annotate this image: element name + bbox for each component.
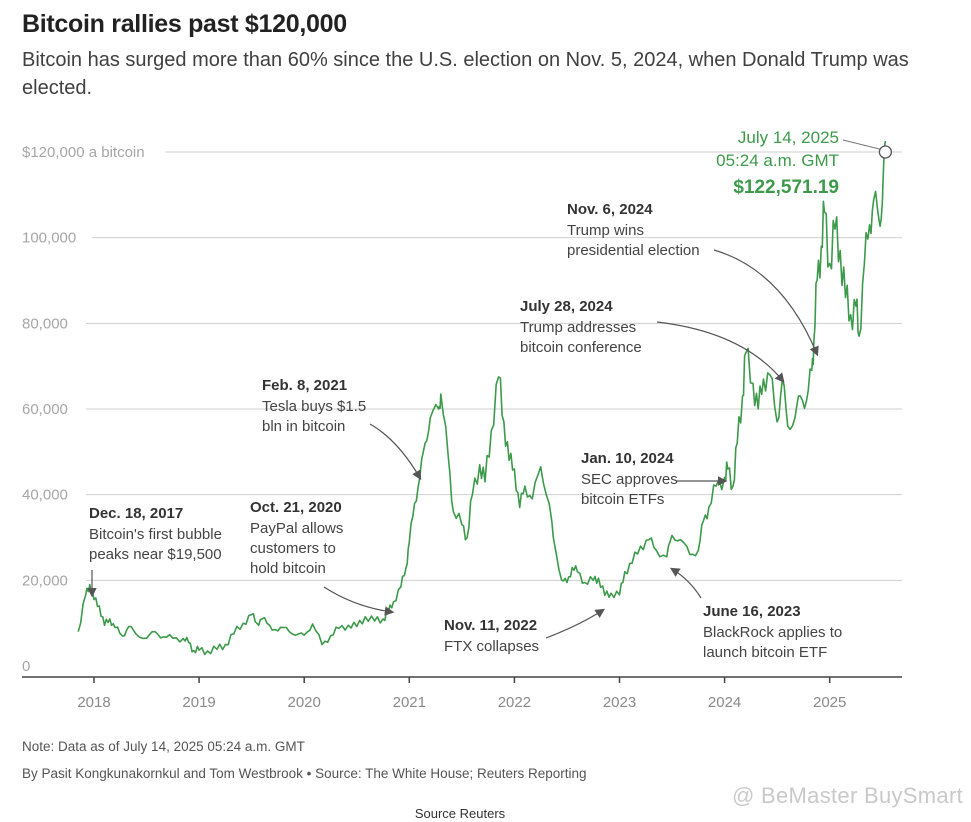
data-note: Note: Data as of July 14, 2025 05:24 a.m… (22, 739, 305, 754)
peak-value: $122,571.19 (733, 177, 839, 198)
peak-annotation: July 14, 2025 05:24 a.m. GMT $122,571.19 (716, 128, 893, 198)
annotation-3: Nov. 11, 2022 FTX collapses (444, 608, 606, 655)
x-tick-label: 2019 (182, 694, 215, 711)
annotation-text: SEC approves (581, 471, 678, 488)
annotation-text: Tesla buys $1.5 (262, 398, 366, 415)
annotation-0: Dec. 18, 2017 Bitcoin's first bubble peaks… (87, 505, 222, 598)
annotation-date: Nov. 6, 2024 (567, 201, 653, 218)
annotation-date: Jan. 10, 2024 (581, 450, 674, 467)
annotation-date: Oct. 21, 2020 (250, 499, 342, 516)
x-tick-label: 2023 (603, 694, 636, 711)
gridlines (86, 151, 902, 581)
annotation-date: Feb. 8, 2021 (262, 377, 347, 394)
axis-ticks: 0 20,000 40,000 60,000 80,000 100,000 $120,000… (22, 144, 902, 711)
annotation-1: Oct. 21, 2020 PayPal allows customers to ho… (250, 499, 395, 616)
annotation-6: July 28, 2024 Trump addresses bitcoin conf… (520, 298, 785, 383)
annotation-text: Bitcoin's first bubble (89, 526, 222, 543)
y-tick-label: 20,000 (22, 572, 68, 589)
byline: By Pasit Kongkunakornkul and Tom Westbro… (22, 766, 587, 781)
watermark: @ BeMaster BuySmart (732, 783, 963, 808)
x-tick-label: 2021 (393, 694, 426, 711)
annotation-arrow (323, 586, 395, 616)
annotation-5: Jan. 10, 2024 SEC approves bitcoin ETFs (581, 450, 728, 508)
y-tick-label: 100,000 (22, 230, 76, 247)
y-tick-label: 40,000 (22, 487, 68, 504)
annotations: Dec. 18, 2017 Bitcoin's first bubble peaks… (87, 201, 842, 661)
x-tick-label: 2024 (708, 694, 741, 711)
annotation-arrow (656, 321, 785, 383)
annotation-4: June 16, 2023 BlackRock applies to launch … (669, 567, 842, 661)
x-tick-label: 2020 (288, 694, 321, 711)
annotation-text: customers to (250, 540, 336, 557)
x-tick-label: 2018 (77, 694, 110, 711)
annotation-text: bitcoin ETFs (581, 491, 664, 508)
chart-title: Bitcoin rallies past $120,000 (22, 10, 347, 38)
y-tick-label: $120,000 a bitcoin (22, 144, 145, 161)
annotation-text: Trump wins (567, 222, 644, 239)
y-tick-label: 60,000 (22, 401, 68, 418)
x-tick-label: 2025 (813, 694, 846, 711)
annotation-date: July 28, 2024 (520, 298, 613, 315)
y-tick-label: 80,000 (22, 315, 68, 332)
annotation-2: Feb. 8, 2021 Tesla buys $1.5 bln in bitcoi… (262, 377, 422, 481)
annotation-arrow (369, 423, 422, 481)
annotation-text: peaks near $19,500 (89, 546, 222, 563)
peak-date-line1: July 14, 2025 (738, 128, 839, 147)
x-tick-label: 2022 (498, 694, 531, 711)
peak-date-line2: 05:24 a.m. GMT (716, 151, 839, 170)
annotation-7: Nov. 6, 2024 Trump wins presidential elect… (567, 201, 819, 357)
price-line-layer (77, 140, 887, 656)
annotation-text: BlackRock applies to (703, 624, 842, 641)
annotation-date: June 16, 2023 (703, 603, 801, 620)
price-line (77, 140, 887, 656)
annotation-date: Nov. 11, 2022 (444, 617, 537, 634)
annotation-arrow (545, 608, 606, 639)
annotation-arrow (669, 567, 702, 599)
annotation-text: PayPal allows (250, 520, 343, 537)
source-credit: Source Reuters (414, 806, 506, 821)
annotation-text: presidential election (567, 242, 700, 259)
annotation-text: hold bitcoin (250, 560, 326, 577)
annotation-text: FTX collapses (444, 638, 539, 655)
annotation-date: Dec. 18, 2017 (89, 505, 183, 522)
peak-leader-line (842, 139, 880, 150)
annotation-arrow (713, 249, 819, 357)
annotation-text: Trump addresses (520, 319, 636, 336)
y-tick-label: 0 (22, 658, 30, 675)
annotation-text: bitcoin conference (520, 339, 642, 356)
annotation-text: launch bitcoin ETF (703, 644, 827, 661)
peak-marker-circle (878, 145, 893, 159)
chart-subtitle: Bitcoin has surged more than 60% since t… (22, 49, 909, 99)
annotation-text: bln in bitcoin (262, 418, 345, 435)
